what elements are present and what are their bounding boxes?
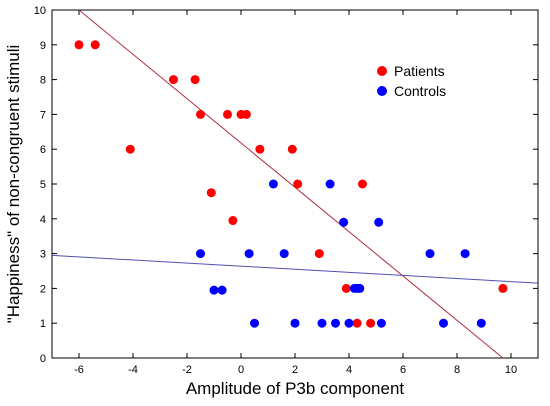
x-tick-label: -2 (182, 364, 192, 376)
point-patients (498, 283, 508, 293)
point-controls (244, 249, 254, 259)
point-controls (217, 285, 227, 295)
point-controls (355, 283, 365, 293)
y-tick-label: 0 (40, 353, 46, 365)
x-tick-label: 8 (454, 364, 460, 376)
point-patients (341, 283, 351, 293)
legend-marker-patients (377, 66, 387, 76)
point-controls (209, 285, 219, 295)
point-patients (352, 318, 362, 328)
point-patients (125, 144, 135, 154)
y-tick-label: 10 (34, 5, 46, 17)
x-tick-label: -4 (128, 364, 138, 376)
y-axis: 0 1 2 3 4 5 6 7 8 9 10 (34, 5, 538, 365)
y-tick-label: 5 (40, 179, 46, 191)
point-patients (228, 216, 238, 226)
point-patients (169, 75, 178, 85)
x-tick-label: 0 (238, 364, 244, 376)
x-tick-label: -6 (74, 364, 84, 376)
trend-lines (51, 9, 539, 359)
point-controls (279, 249, 289, 259)
y-tick-label: 3 (40, 249, 46, 261)
point-controls (250, 318, 259, 328)
y-tick-label: 9 (40, 40, 46, 52)
point-controls (439, 318, 448, 328)
legend-box (368, 58, 463, 104)
y-tick-label: 4 (40, 214, 46, 226)
point-controls (425, 249, 435, 259)
x-tick-label: 6 (400, 364, 406, 376)
point-patients (190, 75, 200, 85)
point-controls (374, 217, 384, 227)
legend-label-controls: Controls (394, 83, 446, 99)
data-points (74, 40, 508, 328)
point-patients (223, 109, 232, 119)
y-tick-label: 6 (40, 144, 46, 156)
point-patients (241, 109, 251, 119)
legend: Patients Controls (368, 58, 463, 104)
point-controls (376, 318, 386, 328)
point-controls (331, 318, 340, 328)
point-controls (476, 318, 486, 328)
point-controls (290, 318, 300, 328)
point-patients (255, 144, 265, 154)
x-axis: -6 -4 -2 0 2 4 6 8 10 (74, 10, 517, 376)
point-patients (206, 188, 216, 198)
y-tick-label: 1 (40, 318, 46, 330)
point-controls (317, 318, 327, 328)
point-patients (366, 318, 376, 328)
point-patients (287, 144, 297, 154)
point-controls (196, 249, 205, 259)
y-axis-title: "Happiness" of non-congruent stimuli (4, 45, 23, 324)
point-patients (358, 179, 367, 189)
x-tick-label: 2 (292, 364, 298, 376)
legend-label-patients: Patients (394, 63, 445, 79)
point-patients (196, 109, 205, 119)
point-patients (314, 249, 324, 259)
legend-marker-controls (377, 86, 387, 96)
point-controls (339, 217, 349, 227)
point-controls (268, 179, 278, 189)
y-tick-label: 7 (40, 109, 46, 121)
point-patients (74, 40, 84, 50)
y-tick-label: 2 (40, 283, 46, 295)
point-controls (344, 318, 354, 328)
x-tick-label: 10 (505, 364, 517, 376)
y-tick-label: 8 (40, 75, 46, 87)
trend-line-controls (51, 254, 539, 284)
point-patients (293, 179, 303, 189)
point-patients (90, 40, 100, 50)
point-controls (325, 179, 335, 189)
x-tick-label: 4 (346, 364, 352, 376)
x-axis-title: Amplitude of P3b component (186, 379, 405, 398)
point-controls (460, 249, 470, 259)
trend-line-patients (78, 9, 504, 359)
